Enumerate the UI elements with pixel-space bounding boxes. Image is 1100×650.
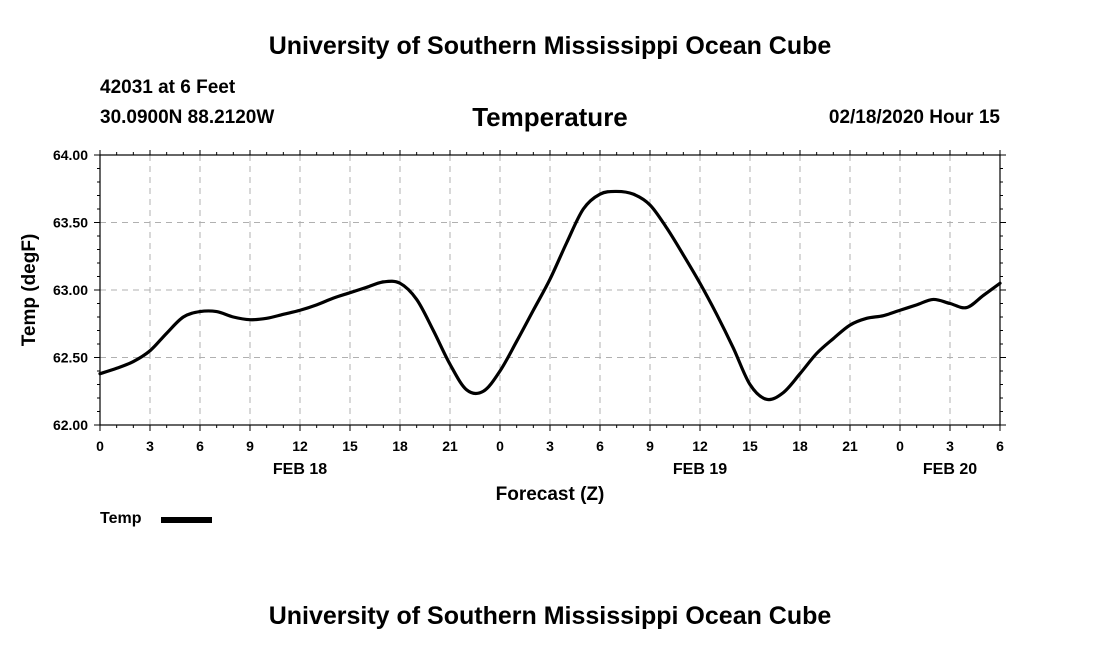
grid-lines bbox=[100, 155, 1000, 425]
x-tick-label: 18 bbox=[792, 438, 808, 454]
x-tick-labels: 0 3 6 9 12 15 18 21 0 3 6 9 12 15 18 21 0 3 6 bbox=[96, 438, 1004, 454]
x-tick-label: 12 bbox=[692, 438, 708, 454]
y-tick-label: 62.00 bbox=[53, 417, 88, 433]
x-tick-label: 12 bbox=[292, 438, 308, 454]
footer-title: University of Southern Mississippi Ocean… bbox=[268, 602, 832, 630]
x-tick-label: 6 bbox=[196, 438, 204, 454]
x-tick-label: 0 bbox=[96, 438, 104, 454]
x-tick-label: 3 bbox=[946, 438, 954, 454]
station-label: 42031 at 6 Feet bbox=[100, 77, 236, 98]
x-tick-label: 6 bbox=[596, 438, 604, 454]
date-label: FEB 20 bbox=[923, 461, 977, 478]
x-tick-label: 6 bbox=[996, 438, 1004, 454]
coordinates-label: 30.0900N 88.2120W bbox=[100, 107, 275, 128]
date-label: FEB 19 bbox=[673, 461, 727, 478]
valid-time-label: 02/18/2020 Hour 15 bbox=[828, 107, 1000, 128]
x-tick-label: 0 bbox=[496, 438, 504, 454]
y-tick-label: 63.00 bbox=[53, 282, 88, 298]
x-tick-label: 15 bbox=[742, 438, 758, 454]
series-layer bbox=[98, 189, 1002, 402]
x-tick-label: 9 bbox=[246, 438, 254, 454]
legend-swatch bbox=[161, 517, 212, 523]
x-tick-label: 0 bbox=[896, 438, 904, 454]
date-label: FEB 18 bbox=[273, 461, 327, 478]
y-tick-labels: 62.00 62.50 63.00 63.50 64.00 bbox=[53, 147, 88, 433]
page-title: University of Southern Mississippi Ocean… bbox=[268, 32, 832, 60]
x-tick-label: 21 bbox=[842, 438, 858, 454]
y-tick-label: 64.00 bbox=[53, 147, 88, 163]
x-tick-label: 3 bbox=[546, 438, 554, 454]
plot-frame bbox=[99, 154, 1001, 426]
y-tick-label: 63.50 bbox=[53, 215, 88, 231]
legend-label: Temp bbox=[100, 510, 142, 527]
x-tick-label: 18 bbox=[392, 438, 408, 454]
x-tick-label: 9 bbox=[646, 438, 654, 454]
series-line-temp bbox=[98, 189, 1002, 402]
chart-title: Temperature bbox=[472, 102, 628, 132]
x-tick-label: 15 bbox=[342, 438, 358, 454]
y-axis-title: Temp (degF) bbox=[19, 234, 40, 347]
x-axis-title: Forecast (Z) bbox=[496, 484, 605, 505]
x-tick-label: 3 bbox=[146, 438, 154, 454]
y-tick-label: 62.50 bbox=[53, 350, 88, 366]
date-labels: FEB 18 FEB 19 FEB 20 bbox=[273, 461, 977, 478]
x-tick-label: 21 bbox=[442, 438, 458, 454]
